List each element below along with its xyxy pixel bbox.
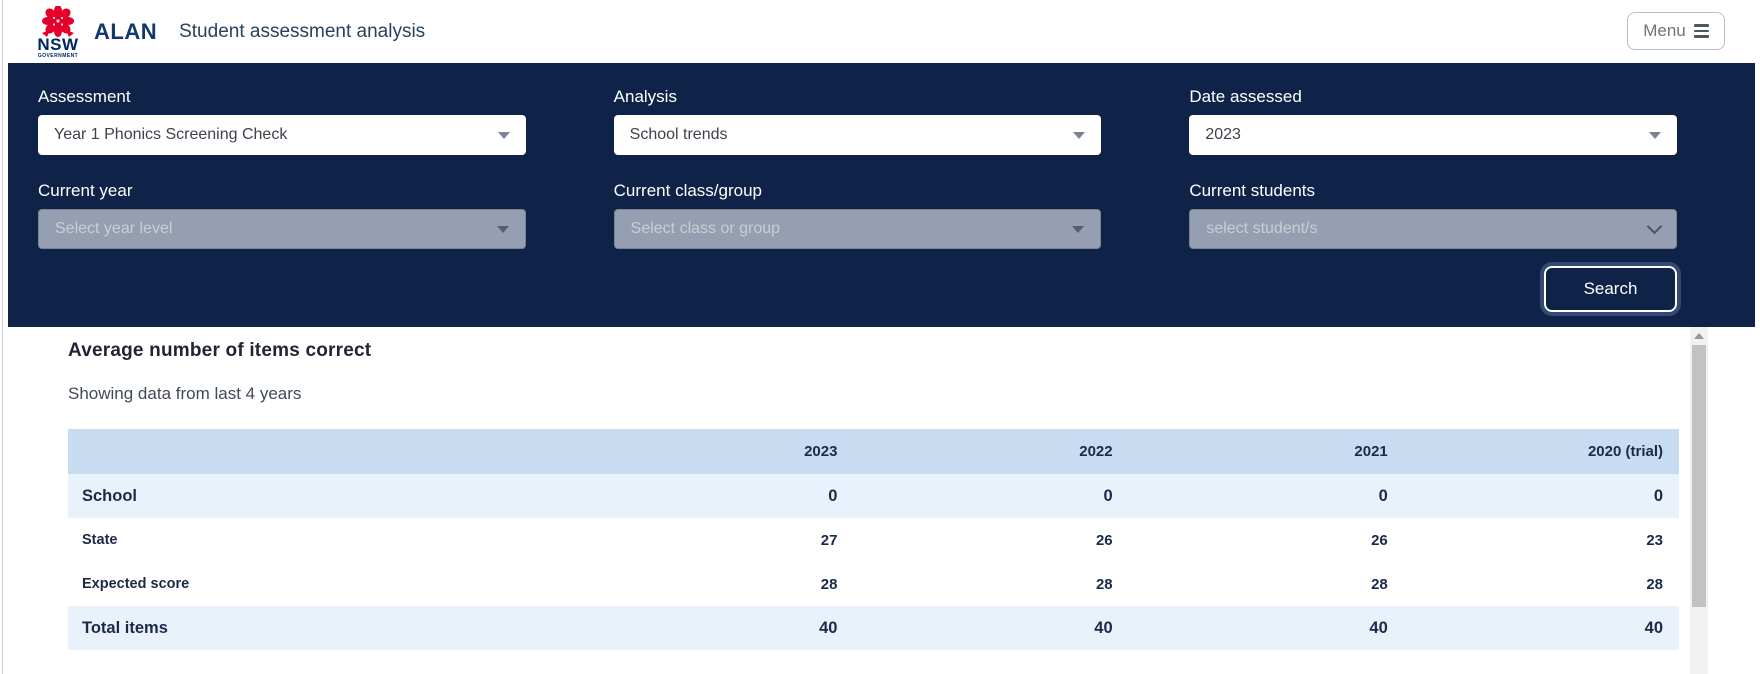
year-column-header: 2021 — [1354, 443, 1388, 460]
table-value: 40 — [1369, 618, 1388, 637]
row-label: State — [82, 532, 118, 548]
app-name: ALAN — [94, 18, 158, 44]
filter-bar: Assessment Year 1 Phonics Screening Chec… — [8, 63, 1755, 327]
current-students-select: select student/s — [1189, 209, 1677, 249]
date-assessed-select[interactable]: 2023 — [1189, 115, 1677, 155]
caret-down-icon — [1073, 131, 1086, 139]
current-students-placeholder: select student/s — [1206, 220, 1318, 237]
table-value: 40 — [1644, 618, 1663, 637]
caret-down-icon — [1648, 131, 1661, 139]
row-label: School — [82, 486, 138, 505]
assessment-label: Assessment — [38, 87, 131, 106]
filter-field-date-assessed: Date assessed 2023 — [1189, 87, 1677, 155]
table-value: 0 — [1653, 486, 1663, 505]
hamburger-icon — [1693, 24, 1709, 38]
current-year-label: Current year — [38, 181, 133, 200]
caret-down-icon — [496, 225, 509, 233]
analysis-label: Analysis — [613, 87, 677, 106]
nsw-government-logo: NSW GOVERNMENT — [30, 5, 86, 59]
table-row: State 27 26 26 23 — [68, 518, 1679, 562]
table-value: 27 — [820, 531, 838, 549]
current-year-placeholder: Select year level — [55, 220, 173, 237]
results-table: 2023 2022 2021 2020 (trial) School 0 0 0 0 State… — [68, 429, 1679, 650]
scroll-up-button[interactable] — [1690, 327, 1708, 344]
current-year-select: Select year level — [38, 209, 526, 249]
row-label: Total items — [82, 618, 168, 637]
filter-field-analysis: Analysis School trends — [613, 87, 1102, 155]
caret-down-icon — [497, 131, 510, 139]
year-column-header: 2020 (trial) — [1587, 443, 1663, 460]
waratah-icon — [42, 5, 74, 37]
row-label-column-header — [68, 429, 578, 474]
table-value: 26 — [1095, 531, 1113, 549]
table-value: 28 — [820, 575, 838, 593]
filter-field-assessment: Assessment Year 1 Phonics Screening Chec… — [38, 87, 526, 155]
table-value: 28 — [1371, 575, 1388, 593]
page-title: Student assessment analysis — [179, 20, 426, 42]
menu-button-label: Menu — [1643, 21, 1686, 40]
table-value: 23 — [1646, 531, 1663, 549]
year-column-header: 2023 — [804, 443, 838, 460]
filter-field-current-students: Current students select student/s — [1189, 181, 1677, 249]
logo-suborg-text: GOVERNMENT — [37, 52, 79, 59]
table-row: Total items 40 40 40 40 — [68, 606, 1679, 650]
assessment-selected-value: Year 1 Phonics Screening Check — [54, 126, 288, 143]
scroll-up-arrow-icon — [1694, 332, 1704, 339]
table-row: School 0 0 0 0 — [68, 474, 1679, 518]
caret-down-icon — [1072, 225, 1085, 233]
current-class-group-select: Select class or group — [613, 209, 1102, 249]
row-label: Expected score — [82, 576, 190, 592]
date-assessed-label: Date assessed — [1189, 87, 1302, 106]
chevron-down-icon — [1646, 218, 1663, 235]
window-left-border — [2, 0, 3, 674]
table-row: Expected score 28 28 28 28 — [68, 562, 1679, 606]
assessment-select[interactable]: Year 1 Phonics Screening Check — [38, 115, 526, 155]
table-value: 40 — [819, 618, 838, 637]
results-title: Average number of items correct — [68, 340, 372, 361]
filter-field-current-year: Current year Select year level — [38, 181, 526, 249]
year-column-header: 2022 — [1079, 443, 1113, 460]
current-class-group-placeholder: Select class or group — [630, 220, 781, 237]
analysis-selected-value: School trends — [629, 126, 728, 143]
table-value: 0 — [1378, 486, 1388, 505]
scrollbar-thumb[interactable] — [1692, 345, 1706, 607]
filter-field-current-class-group: Current class/group Select class or grou… — [613, 181, 1102, 249]
results-subtitle: Showing data from last 4 years — [68, 384, 302, 403]
table-value: 28 — [1095, 575, 1113, 593]
search-button[interactable]: Search — [1544, 266, 1677, 312]
menu-button[interactable]: Menu — [1627, 12, 1725, 50]
table-value: 0 — [1103, 486, 1113, 505]
table-value: 28 — [1646, 575, 1663, 593]
date-assessed-selected-value: 2023 — [1205, 126, 1241, 143]
current-class-group-label: Current class/group — [613, 181, 762, 200]
table-value: 40 — [1094, 618, 1113, 637]
current-students-label: Current students — [1189, 181, 1316, 200]
vertical-scrollbar[interactable] — [1690, 327, 1708, 674]
results-panel: Average number of items correct Showing … — [8, 327, 1755, 674]
table-value: 0 — [828, 486, 838, 505]
app-header: NSW GOVERNMENT ALAN Student assessment a… — [8, 0, 1755, 63]
table-value: 26 — [1371, 531, 1388, 549]
table-header-row: 2023 2022 2021 2020 (trial) — [68, 429, 1679, 474]
analysis-select[interactable]: School trends — [613, 115, 1102, 155]
logo-org-text: NSW — [37, 34, 79, 54]
